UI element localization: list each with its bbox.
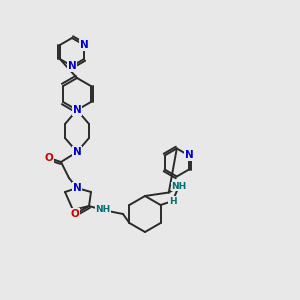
Text: N: N bbox=[73, 183, 81, 193]
Text: O: O bbox=[70, 209, 80, 219]
Text: N: N bbox=[73, 105, 81, 115]
Text: N: N bbox=[73, 147, 81, 157]
Text: NH: NH bbox=[95, 206, 111, 214]
Text: NH: NH bbox=[171, 182, 186, 191]
Text: N: N bbox=[80, 40, 88, 50]
Text: N: N bbox=[184, 151, 193, 160]
Text: H: H bbox=[169, 196, 176, 206]
Text: N: N bbox=[68, 61, 76, 71]
Text: O: O bbox=[45, 153, 53, 163]
Text: N: N bbox=[73, 183, 81, 193]
